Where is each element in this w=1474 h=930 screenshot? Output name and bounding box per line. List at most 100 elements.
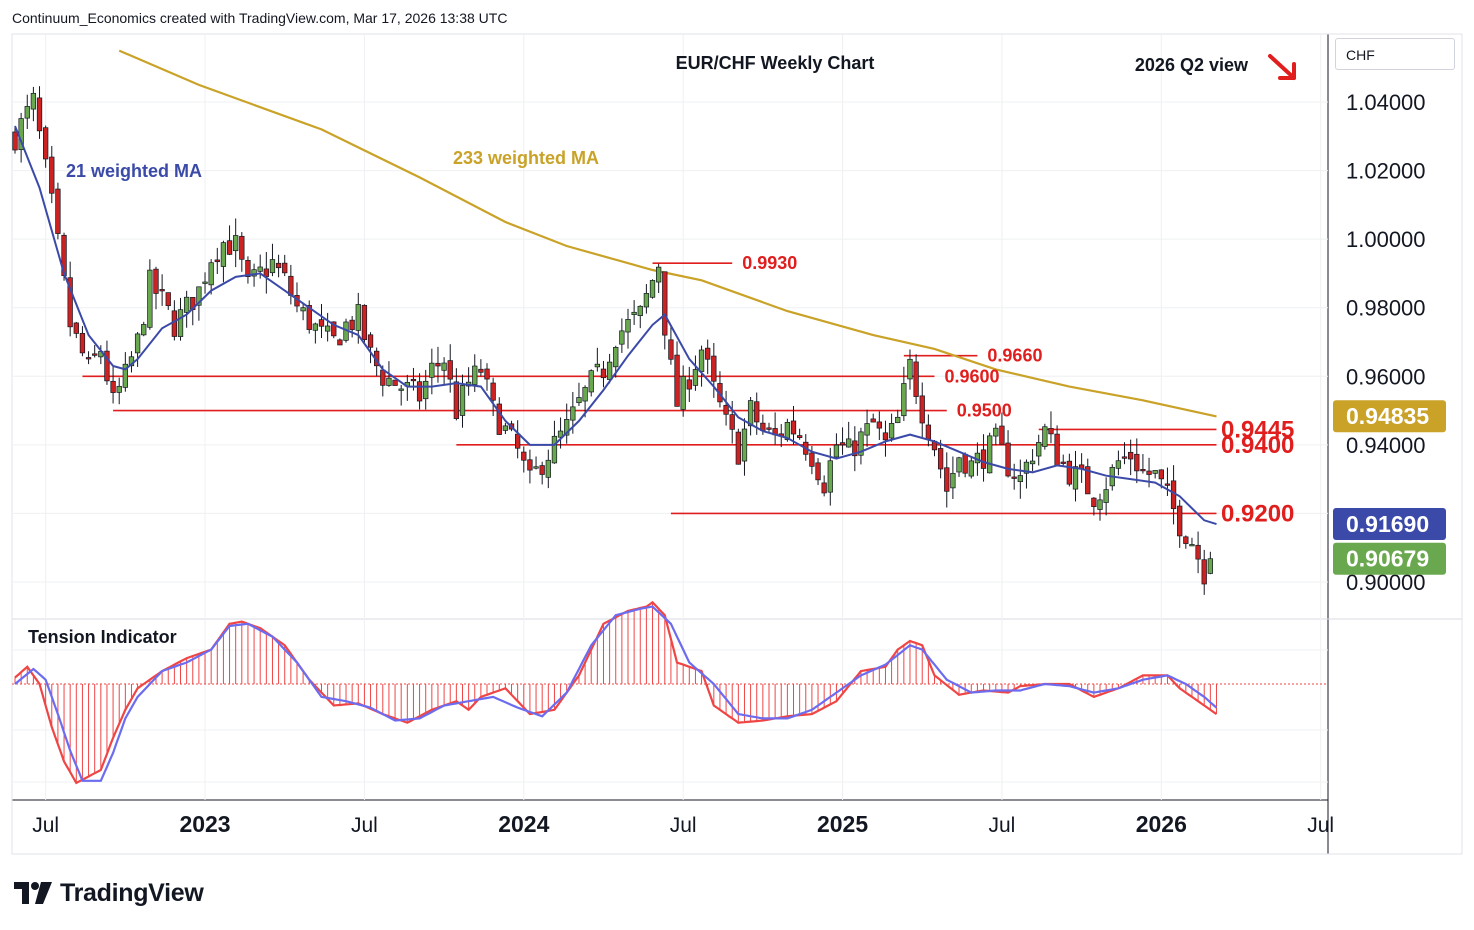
candle-body[interactable] bbox=[839, 442, 846, 446]
candle-body[interactable] bbox=[809, 452, 815, 467]
candle[interactable] bbox=[944, 452, 950, 508]
candle[interactable] bbox=[318, 304, 325, 338]
candle-body[interactable] bbox=[545, 459, 551, 478]
candle[interactable] bbox=[1121, 442, 1128, 465]
candle[interactable] bbox=[1195, 531, 1201, 574]
candle-body[interactable] bbox=[79, 332, 86, 354]
candle[interactable] bbox=[870, 413, 876, 423]
candle[interactable] bbox=[337, 338, 343, 346]
candle[interactable] bbox=[1066, 453, 1073, 487]
candle-body[interactable] bbox=[619, 330, 625, 345]
candle-body[interactable] bbox=[741, 428, 748, 462]
candle[interactable] bbox=[245, 256, 251, 284]
candle[interactable] bbox=[815, 458, 821, 486]
candle-body[interactable] bbox=[496, 403, 502, 435]
candle-body[interactable] bbox=[895, 416, 901, 424]
currency-selector[interactable]: CHF bbox=[1335, 38, 1455, 70]
candle[interactable] bbox=[85, 351, 92, 365]
candle-body[interactable] bbox=[1140, 469, 1146, 472]
candle[interactable] bbox=[36, 86, 43, 139]
candle-body[interactable] bbox=[999, 425, 1005, 445]
candle-body[interactable] bbox=[521, 451, 527, 461]
candle-body[interactable] bbox=[723, 405, 729, 415]
candle-body[interactable] bbox=[913, 361, 919, 397]
candle-body[interactable] bbox=[447, 360, 453, 380]
candle[interactable] bbox=[416, 373, 423, 410]
candle-body[interactable] bbox=[459, 385, 466, 416]
candle-body[interactable] bbox=[594, 363, 600, 368]
candle-body[interactable] bbox=[318, 319, 325, 327]
candle-body[interactable] bbox=[55, 188, 61, 234]
candle-body[interactable] bbox=[410, 378, 417, 382]
candle[interactable] bbox=[606, 353, 613, 384]
candle-body[interactable] bbox=[202, 281, 208, 284]
candle-body[interactable] bbox=[735, 431, 741, 465]
candle[interactable] bbox=[122, 352, 128, 392]
candle-body[interactable] bbox=[827, 460, 833, 493]
candle[interactable] bbox=[441, 357, 447, 386]
candle-body[interactable] bbox=[815, 462, 821, 481]
candle-body[interactable] bbox=[502, 425, 509, 431]
candle-body[interactable] bbox=[1085, 466, 1091, 495]
candle[interactable] bbox=[937, 439, 944, 479]
candle-body[interactable] bbox=[649, 280, 656, 298]
candle[interactable] bbox=[73, 321, 79, 339]
candle-body[interactable] bbox=[42, 127, 49, 160]
tradingview-logo[interactable]: TradingView bbox=[14, 878, 204, 908]
candle[interactable] bbox=[564, 403, 570, 444]
candle[interactable] bbox=[1103, 477, 1109, 516]
candle-body[interactable] bbox=[392, 379, 398, 386]
candle-body[interactable] bbox=[956, 457, 962, 473]
candle[interactable] bbox=[821, 475, 827, 497]
candle[interactable] bbox=[987, 432, 993, 474]
candle[interactable] bbox=[539, 461, 545, 485]
candle-body[interactable] bbox=[110, 380, 116, 393]
candle[interactable] bbox=[1036, 434, 1042, 466]
candle[interactable] bbox=[153, 266, 159, 310]
candle-body[interactable] bbox=[73, 322, 79, 334]
candle[interactable] bbox=[104, 340, 110, 385]
candle-body[interactable] bbox=[214, 259, 220, 263]
candle-body[interactable] bbox=[533, 466, 539, 469]
candle[interactable] bbox=[141, 321, 147, 337]
candle[interactable] bbox=[300, 302, 306, 321]
candle[interactable] bbox=[1023, 459, 1030, 489]
candle[interactable] bbox=[876, 411, 882, 440]
candle[interactable] bbox=[1140, 454, 1146, 474]
candle-body[interactable] bbox=[122, 363, 128, 388]
candle[interactable] bbox=[1201, 549, 1207, 595]
candle[interactable] bbox=[484, 363, 490, 391]
candle[interactable] bbox=[674, 341, 680, 407]
candle[interactable] bbox=[527, 449, 533, 484]
candle-body[interactable] bbox=[557, 430, 564, 438]
candle-body[interactable] bbox=[705, 347, 711, 360]
candle-body[interactable] bbox=[1183, 536, 1189, 544]
candle[interactable] bbox=[655, 263, 662, 294]
candle-body[interactable] bbox=[1158, 469, 1164, 480]
candle[interactable] bbox=[183, 290, 190, 328]
candle[interactable] bbox=[999, 412, 1005, 445]
candle[interactable] bbox=[453, 368, 460, 421]
candle-body[interactable] bbox=[625, 319, 631, 333]
candle-body[interactable] bbox=[980, 449, 987, 469]
candle[interactable] bbox=[1091, 497, 1097, 516]
candle-body[interactable] bbox=[349, 319, 355, 330]
candle-body[interactable] bbox=[300, 307, 306, 312]
candle-body[interactable] bbox=[1164, 483, 1171, 486]
candle-body[interactable] bbox=[147, 269, 153, 328]
candle-body[interactable] bbox=[92, 353, 98, 356]
candle-body[interactable] bbox=[674, 354, 680, 407]
candle-body[interactable] bbox=[24, 106, 30, 119]
candle[interactable] bbox=[1072, 450, 1079, 502]
candle[interactable] bbox=[551, 420, 558, 464]
candle[interactable] bbox=[502, 422, 509, 435]
candle-body[interactable] bbox=[67, 277, 73, 328]
candle-body[interactable] bbox=[490, 382, 496, 401]
candle-body[interactable] bbox=[380, 369, 386, 386]
candle-body[interactable] bbox=[251, 269, 257, 277]
candle[interactable] bbox=[226, 225, 233, 256]
candle-body[interactable] bbox=[692, 369, 699, 386]
candle[interactable] bbox=[423, 369, 429, 410]
candle-body[interactable] bbox=[183, 296, 190, 313]
candle[interactable] bbox=[888, 413, 895, 442]
